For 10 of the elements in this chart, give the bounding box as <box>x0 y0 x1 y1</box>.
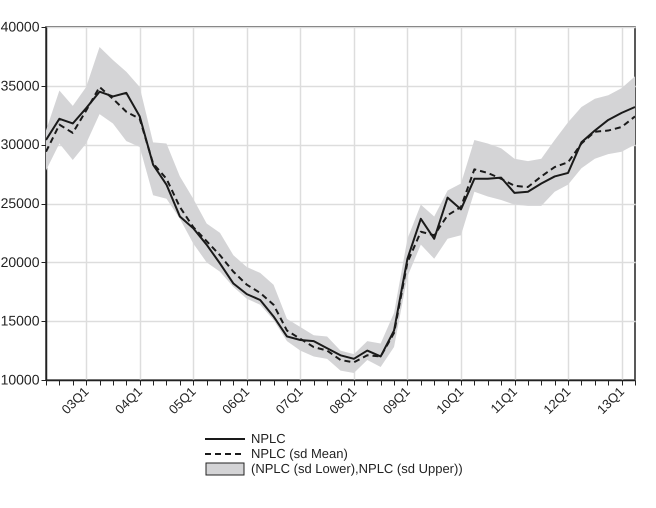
y-tick-label: 10000 <box>0 372 40 388</box>
y-tick-label: 30000 <box>0 136 40 152</box>
y-tick-label: 15000 <box>0 312 40 329</box>
y-tick-label: 25000 <box>0 195 40 211</box>
y-tick-label: 20000 <box>0 254 40 270</box>
y-tick-label: 40000 <box>0 18 40 34</box>
text: (NPLC (sd Lower),NPLC (sd Upper)) <box>251 461 463 476</box>
y-tick-label: 35000 <box>0 77 40 94</box>
legend-label: NPLC <box>251 431 286 446</box>
legend-label: NPLC (sd Mean) <box>251 446 348 461</box>
